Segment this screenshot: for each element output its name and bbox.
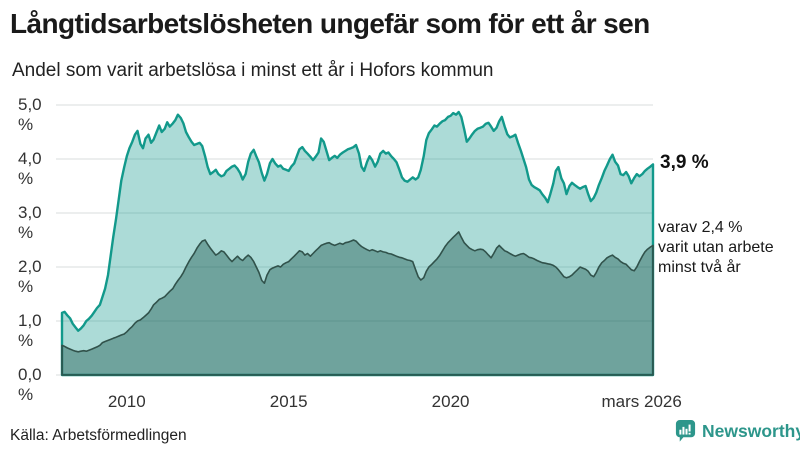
bar-3	[685, 428, 688, 435]
newsworthy-logo: Newsworthy	[674, 419, 800, 443]
x-tick-label: 2010	[107, 392, 146, 411]
y-tick-label: 1,0 %	[18, 311, 42, 350]
x-tick-label: 2015	[269, 392, 308, 411]
y-tick-label: 2,0 %	[18, 257, 42, 296]
bar-1	[679, 429, 682, 435]
source-attribution: Källa: Arbetsförmedlingen	[10, 427, 187, 444]
exclamation-dot	[688, 432, 691, 435]
secondary-series-annotation: varav 2,4 % varit utan arbete minst två …	[658, 219, 774, 276]
y-tick-label: 4,0 %	[18, 149, 42, 188]
bar-2	[682, 426, 685, 435]
latest-value-label: 3,9 %	[660, 152, 709, 173]
exclamation-bar	[688, 424, 691, 432]
x-tick-label: 2020	[431, 392, 470, 411]
newsworthy-speech-bubble-icon	[675, 419, 696, 442]
page-title: Långtidsarbetslösheten ungefär som för e…	[10, 8, 650, 39]
series-area-minst-tva-ar	[61, 231, 654, 376]
chart-plot-area	[56, 104, 655, 377]
chart-subtitle: Andel som varit arbetslösa i minst ett å…	[12, 60, 494, 81]
brand-name: Newsworthy	[702, 420, 800, 441]
x-tick-label: mars 2026	[601, 392, 682, 411]
y-tick-label: 0,0 %	[18, 365, 42, 404]
y-tick-label: 3,0 %	[18, 203, 42, 242]
y-tick-label: 5,0 %	[18, 95, 42, 134]
